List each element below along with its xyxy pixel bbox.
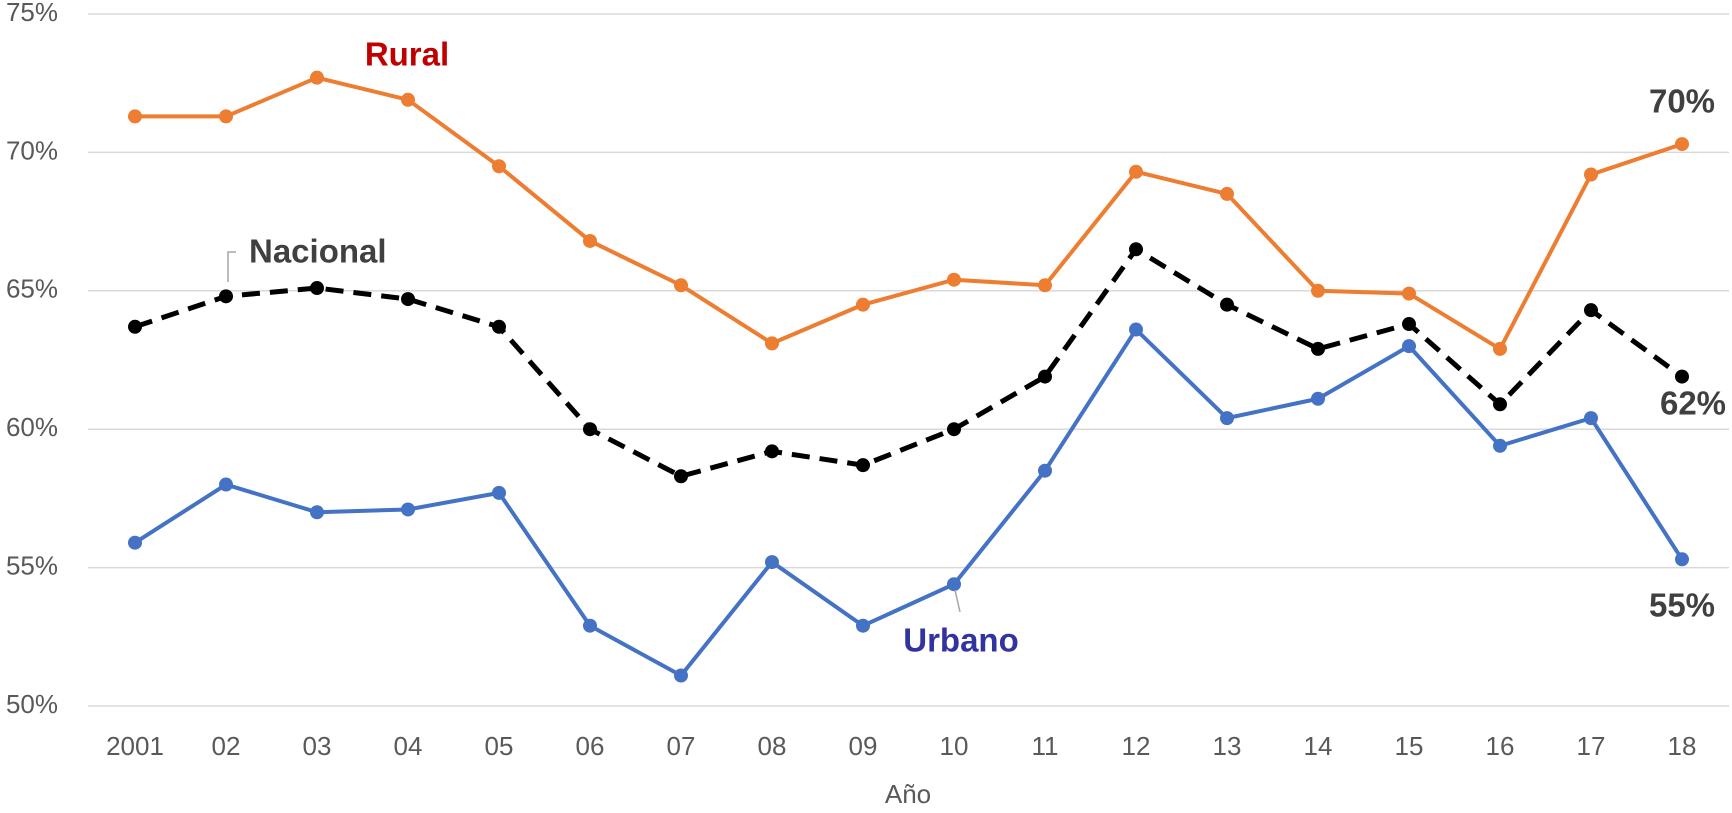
point bbox=[674, 668, 688, 683]
point bbox=[947, 422, 961, 437]
x-tick-label: 04 bbox=[394, 731, 423, 761]
point bbox=[1311, 391, 1325, 406]
x-tick-label: 17 bbox=[1577, 731, 1606, 761]
point bbox=[1402, 317, 1416, 332]
x-tick-label: 18 bbox=[1668, 731, 1697, 761]
point bbox=[1402, 339, 1416, 354]
x-tick-label: 10 bbox=[940, 731, 969, 761]
point bbox=[1038, 463, 1052, 478]
point bbox=[765, 444, 779, 459]
x-tick-label: 02 bbox=[212, 731, 241, 761]
x-tick-label: 09 bbox=[849, 731, 878, 761]
x-tick-label: 06 bbox=[576, 731, 605, 761]
point bbox=[1493, 397, 1507, 412]
point bbox=[583, 422, 597, 437]
x-tick-label: 08 bbox=[758, 731, 787, 761]
point bbox=[1311, 283, 1325, 298]
data-label: 55% bbox=[1649, 587, 1715, 624]
x-tick-label: 07 bbox=[667, 731, 696, 761]
point bbox=[1220, 186, 1234, 201]
x-tick-label: 13 bbox=[1213, 731, 1242, 761]
point bbox=[401, 92, 415, 107]
x-tick-label: 15 bbox=[1395, 731, 1424, 761]
y-tick-label: 65% bbox=[6, 274, 58, 304]
point bbox=[492, 485, 506, 500]
series-line bbox=[133, 327, 1684, 678]
point bbox=[492, 159, 506, 174]
leader-line bbox=[954, 589, 961, 613]
point bbox=[310, 281, 324, 296]
point bbox=[1675, 369, 1689, 384]
y-tick-label: 55% bbox=[6, 550, 58, 580]
point bbox=[1402, 286, 1416, 301]
data-label: 62% bbox=[1660, 385, 1726, 422]
point bbox=[1038, 369, 1052, 384]
point bbox=[401, 292, 415, 307]
point bbox=[219, 109, 233, 124]
point bbox=[1311, 341, 1325, 356]
point bbox=[1129, 242, 1143, 257]
point bbox=[128, 109, 142, 124]
x-axis-label: Año bbox=[885, 779, 931, 809]
y-tick-label: 50% bbox=[6, 689, 58, 719]
point bbox=[674, 469, 688, 484]
y-tick-label: 60% bbox=[6, 412, 58, 442]
point bbox=[1675, 137, 1689, 152]
series-label: Nacional bbox=[249, 233, 387, 270]
point bbox=[1220, 411, 1234, 426]
point bbox=[583, 233, 597, 248]
x-tick-label: 2001 bbox=[106, 731, 164, 761]
point bbox=[765, 336, 779, 351]
point bbox=[856, 297, 870, 312]
point bbox=[1129, 322, 1143, 337]
point bbox=[1584, 303, 1598, 318]
point bbox=[310, 70, 324, 85]
point bbox=[765, 555, 779, 570]
point bbox=[128, 535, 142, 550]
point bbox=[492, 319, 506, 334]
point bbox=[1584, 167, 1598, 182]
point bbox=[1493, 341, 1507, 356]
series-line bbox=[134, 246, 1684, 479]
x-tick-label: 11 bbox=[1032, 731, 1059, 761]
series-label: Rural bbox=[365, 36, 449, 73]
point bbox=[674, 278, 688, 293]
point bbox=[401, 502, 415, 517]
point bbox=[1220, 297, 1234, 312]
point bbox=[1675, 552, 1689, 567]
x-tick-label: 05 bbox=[485, 731, 514, 761]
point bbox=[947, 272, 961, 287]
point bbox=[1129, 164, 1143, 179]
point bbox=[583, 618, 597, 633]
point bbox=[947, 577, 961, 592]
point bbox=[219, 289, 233, 304]
x-tick-label: 03 bbox=[303, 731, 332, 761]
x-tick-label: 14 bbox=[1304, 731, 1333, 761]
data-label: 70% bbox=[1649, 83, 1715, 120]
series-line bbox=[135, 75, 1683, 351]
point bbox=[1038, 278, 1052, 293]
y-tick-label: 70% bbox=[6, 135, 58, 165]
point bbox=[856, 618, 870, 633]
point bbox=[310, 505, 324, 520]
point bbox=[856, 458, 870, 473]
series-label: Urbano bbox=[903, 622, 1019, 659]
point bbox=[219, 477, 233, 492]
y-tick-label: 75% bbox=[6, 0, 58, 27]
point bbox=[128, 319, 142, 334]
x-tick-label: 12 bbox=[1122, 731, 1151, 761]
leader-line bbox=[227, 251, 236, 282]
point bbox=[1584, 411, 1598, 426]
point bbox=[1493, 438, 1507, 453]
x-tick-label: 16 bbox=[1486, 731, 1515, 761]
